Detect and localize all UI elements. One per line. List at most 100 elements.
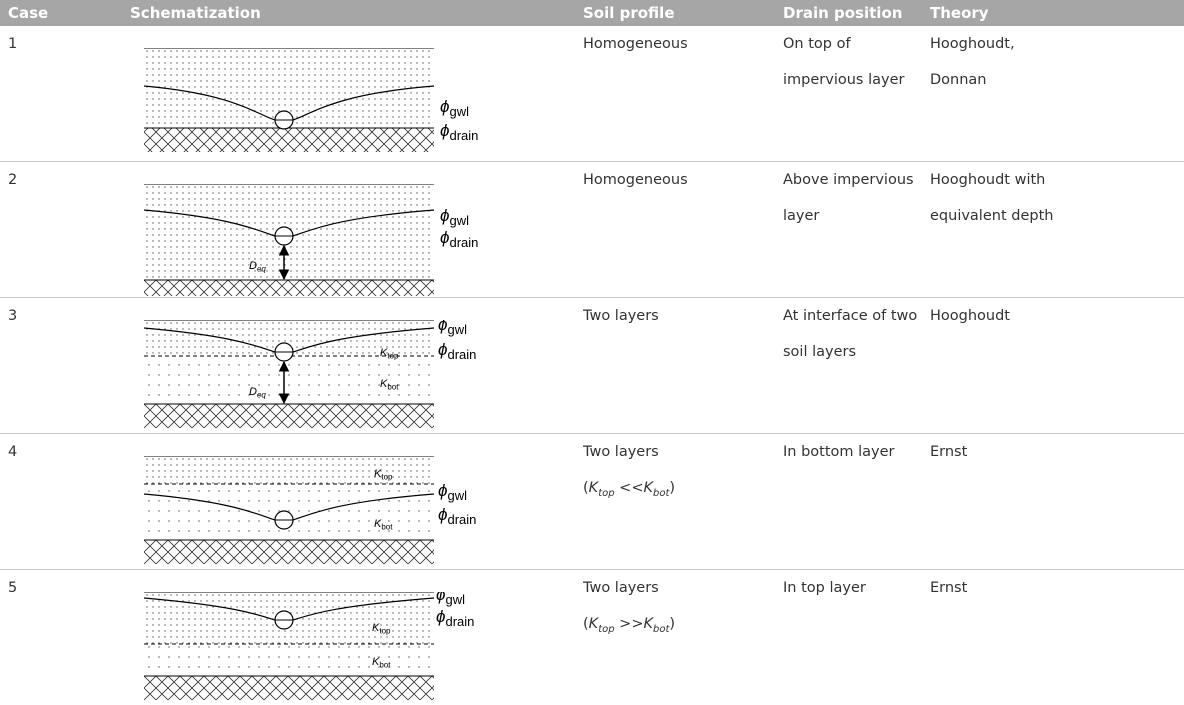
symbol: K (589, 616, 599, 632)
subscript: bot (379, 660, 391, 669)
subscript: top (598, 488, 614, 499)
symbol-label: ϕdrain (440, 228, 478, 250)
text-line: layer (783, 198, 922, 234)
text-line: In top layer (783, 570, 922, 606)
operator: >> (615, 616, 644, 632)
column-header: Schematization (122, 0, 575, 26)
text-line: Hooghoudt with (930, 162, 1184, 198)
subscript: gwl (447, 489, 467, 504)
symbol-label: ϕdrain (438, 505, 476, 527)
impervious (144, 280, 434, 296)
symbol: K (644, 616, 654, 632)
subscript: bot (653, 624, 669, 635)
case-number: 5 (0, 570, 122, 705)
symbol: ϕ (436, 592, 445, 604)
symbol-label: ϕgwl (440, 97, 469, 119)
symbol-label: ϕgwl (438, 481, 467, 503)
symbol-label: ϕgwl (438, 320, 467, 338)
symbol: ϕ (436, 607, 445, 626)
subscript: eq (257, 264, 266, 273)
text-line: equivalent depth (930, 198, 1184, 234)
symbol: ϕ (440, 121, 449, 140)
text-line: soil layers (783, 334, 922, 370)
text-line: At interface of two (783, 298, 922, 334)
subscript: gwl (449, 105, 469, 120)
soil-profile: Homogeneous (575, 162, 775, 298)
subscript: drain (449, 129, 478, 144)
symbol-label: ϕdrain (436, 607, 474, 629)
column-header: Drain position (775, 0, 922, 26)
symbol: ϕ (440, 228, 449, 247)
subscript: drain (445, 615, 474, 630)
symbol-label: ϕgwl (440, 206, 469, 228)
symbol: K (644, 480, 654, 496)
theory: Ernst (922, 570, 1184, 705)
symbol-label: ϕdrain (438, 340, 476, 362)
text-line: Donnan (930, 62, 1184, 98)
subscript: top (598, 624, 614, 635)
impervious (144, 128, 434, 152)
text-line: Ernst (930, 434, 1184, 470)
symbol-label: ϕgwl (436, 592, 465, 608)
soil-profile: Two layers (575, 298, 775, 434)
symbol: ϕ (438, 481, 447, 500)
column-header: Theory (922, 0, 1184, 26)
symbol: ϕ (440, 206, 449, 225)
subscript: drain (447, 348, 476, 363)
subscript: bot (653, 488, 669, 499)
soil-text: Homogeneous (583, 162, 775, 198)
text-line: Ernst (930, 570, 1184, 606)
soil-profile: Homogeneous (575, 26, 775, 162)
subscript: bot (381, 522, 393, 531)
column-header: Case (0, 0, 122, 26)
header-row: Case Schematization Soil profile Drain p… (0, 0, 1184, 26)
theory: Hooghoudt,Donnan (922, 26, 1184, 162)
symbol: D (249, 260, 257, 272)
symbol: K (589, 480, 599, 496)
text-line: Hooghoudt, (930, 26, 1184, 62)
soil-text: Two layers (583, 434, 775, 470)
subscript: gwl (445, 593, 465, 608)
case-number: 4 (0, 434, 122, 570)
impervious (144, 540, 434, 564)
column-header: Soil profile (575, 0, 775, 26)
subscript: gwl (447, 323, 467, 338)
paren: ) (669, 616, 675, 632)
impervious (144, 404, 434, 428)
soil-bottom (144, 356, 434, 404)
theory: Ernst (922, 434, 1184, 570)
conductivity-relation: (Ktop >>Kbot) (583, 606, 775, 648)
symbol: ϕ (440, 97, 449, 116)
subscript: bot (387, 382, 399, 391)
operator: << (615, 480, 644, 496)
text-line: Hooghoudt (930, 298, 1184, 334)
subscript: drain (449, 236, 478, 251)
subscript: drain (447, 513, 476, 528)
soil-text: Homogeneous (583, 26, 775, 62)
soil-text: Two layers (583, 298, 775, 334)
case-number: 2 (0, 162, 122, 298)
text-line: On top of (783, 26, 922, 62)
symbol: ϕ (438, 320, 447, 334)
text-line: impervious layer (783, 62, 922, 98)
subscript: top (387, 351, 399, 360)
